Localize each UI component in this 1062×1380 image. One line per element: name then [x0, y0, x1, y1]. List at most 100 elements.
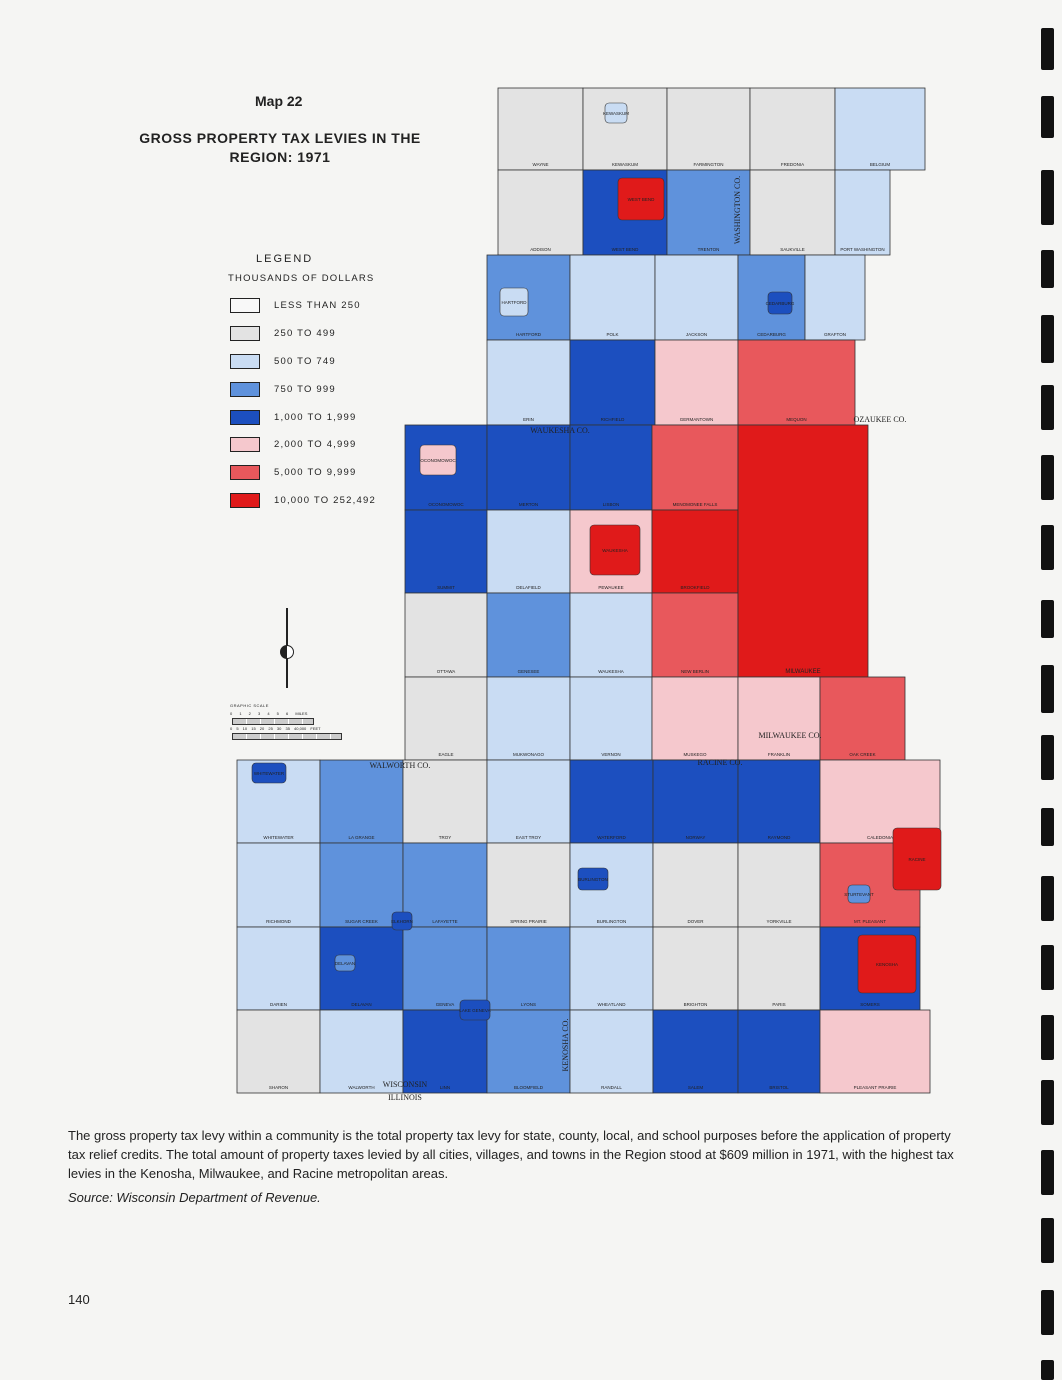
township-area	[654, 254, 739, 341]
township-label: CALEDONIA	[867, 835, 893, 840]
city-label: ELKHORN	[391, 919, 413, 924]
township-label: RICHFIELD	[601, 417, 626, 422]
township-area	[319, 759, 404, 844]
scale-feet: 0 5 10 15 20 25 30 35 40,000 FEET	[230, 726, 321, 731]
township-area	[834, 169, 891, 256]
township-area	[834, 87, 926, 171]
township-label: DELAVAN	[351, 1002, 371, 1007]
city-area	[604, 102, 628, 124]
binding-mark	[1041, 525, 1054, 570]
legend-swatch	[230, 298, 260, 314]
township-area	[569, 254, 656, 341]
township-area	[236, 1009, 321, 1094]
binding-mark	[1041, 945, 1054, 990]
city-label: STURTEVANT	[844, 892, 874, 897]
township-area	[402, 842, 488, 928]
township-area	[804, 254, 866, 341]
city-label: LAKE GENEVA	[459, 1008, 490, 1013]
map-number: Map 22	[255, 93, 303, 109]
caption: The gross property tax levy within a com…	[68, 1128, 954, 1181]
binding-mark	[1041, 735, 1054, 780]
township-label: ERIN	[523, 417, 534, 422]
township-label: RICHMOND	[266, 919, 291, 924]
city-label: CEDARBURG	[766, 301, 795, 306]
township-area	[737, 759, 821, 844]
binding-mark	[1041, 1290, 1054, 1335]
map-title: GROSS PROPERTY TAX LEVIES IN THE REGION:…	[139, 130, 421, 165]
legend-item: 750 TO 999	[228, 375, 376, 403]
township-label: ADDISON	[530, 247, 551, 252]
county-label: KENOSHA CO.	[561, 1019, 570, 1072]
township-label: LINN	[440, 1085, 450, 1090]
township-label: POLK	[606, 332, 618, 337]
township-label: EAST TROY	[516, 835, 541, 840]
binding-mark	[1041, 455, 1054, 500]
legend-swatch	[230, 437, 260, 453]
township-area	[486, 926, 571, 1011]
binding-mark	[1041, 96, 1054, 138]
binding-mark	[1041, 28, 1054, 70]
township-area	[652, 842, 739, 928]
binding-mark	[1041, 170, 1054, 225]
binding-mark	[1041, 315, 1054, 363]
township-label: MUSKEGO	[683, 752, 707, 757]
township-area	[319, 842, 404, 928]
township-label: OTTAWA	[437, 669, 456, 674]
township-label: KEWASKUM	[612, 162, 638, 167]
page-number: 140	[68, 1292, 90, 1307]
township-label: FREDONIA	[781, 162, 804, 167]
township-area	[737, 254, 806, 341]
township-area	[569, 676, 653, 761]
city-area	[499, 287, 529, 317]
township-area	[652, 1009, 739, 1094]
township-label: BROOKFIELD	[680, 585, 710, 590]
legend-item: LESS THAN 250	[228, 292, 376, 320]
township-area	[569, 424, 653, 511]
city-area	[892, 827, 942, 891]
township-label: JACKSON	[686, 332, 707, 337]
township-label: BRIGHTON	[684, 1002, 708, 1007]
township-area	[666, 169, 751, 256]
township-label: DARIEN	[270, 1002, 287, 1007]
city-area	[857, 934, 917, 994]
city-area	[577, 867, 609, 891]
legend-item: 2,000 TO 4,999	[228, 431, 376, 459]
binding-mark	[1041, 1150, 1054, 1195]
county-label: ILLINOIS	[388, 1093, 422, 1102]
township-area	[497, 87, 584, 171]
scale-bar-feet	[232, 733, 342, 740]
legend-item: 5,000 TO 9,999	[228, 459, 376, 487]
township-area	[569, 339, 656, 426]
township-area	[737, 424, 869, 678]
scale-title: GRAPHIC SCALE	[230, 703, 269, 708]
binding-mark	[1041, 665, 1054, 713]
township-area	[486, 254, 571, 341]
city-label: OCONOMOWOC	[420, 458, 456, 463]
binding-mark	[1041, 600, 1054, 638]
county-label: WISCONSIN	[383, 1080, 428, 1089]
township-area	[737, 676, 821, 761]
county-label: WAUKESHA CO.	[530, 426, 590, 435]
legend-swatch	[230, 492, 260, 508]
township-label: LYONS	[521, 1002, 536, 1007]
township-label: SUMMIT	[437, 585, 455, 590]
city-label: BURLINGTON	[578, 877, 607, 882]
township-label: LAFAYETTE	[432, 919, 457, 924]
township-label: MENOMONEE FALLS	[673, 502, 718, 507]
legend-label: 1,000 TO 1,999	[274, 411, 357, 423]
township-area	[402, 926, 488, 1011]
township-label: CEDARBURG	[757, 332, 786, 337]
binding-mark	[1041, 876, 1054, 921]
township-label: LA GRANGE	[348, 835, 374, 840]
township-label: WAUKESHA	[598, 669, 624, 674]
township-label: WATERFORD	[597, 835, 626, 840]
township-area	[236, 926, 321, 1011]
binding-mark	[1041, 808, 1054, 846]
township-label: PORT WASHINGTON	[840, 247, 884, 252]
township-label: FRANKLIN	[768, 752, 790, 757]
township-area	[582, 87, 668, 171]
township-label: MILWAUKEE	[785, 669, 820, 675]
legend-label: 10,000 TO 252,492	[274, 494, 376, 506]
city-label: RACINE	[908, 857, 925, 862]
